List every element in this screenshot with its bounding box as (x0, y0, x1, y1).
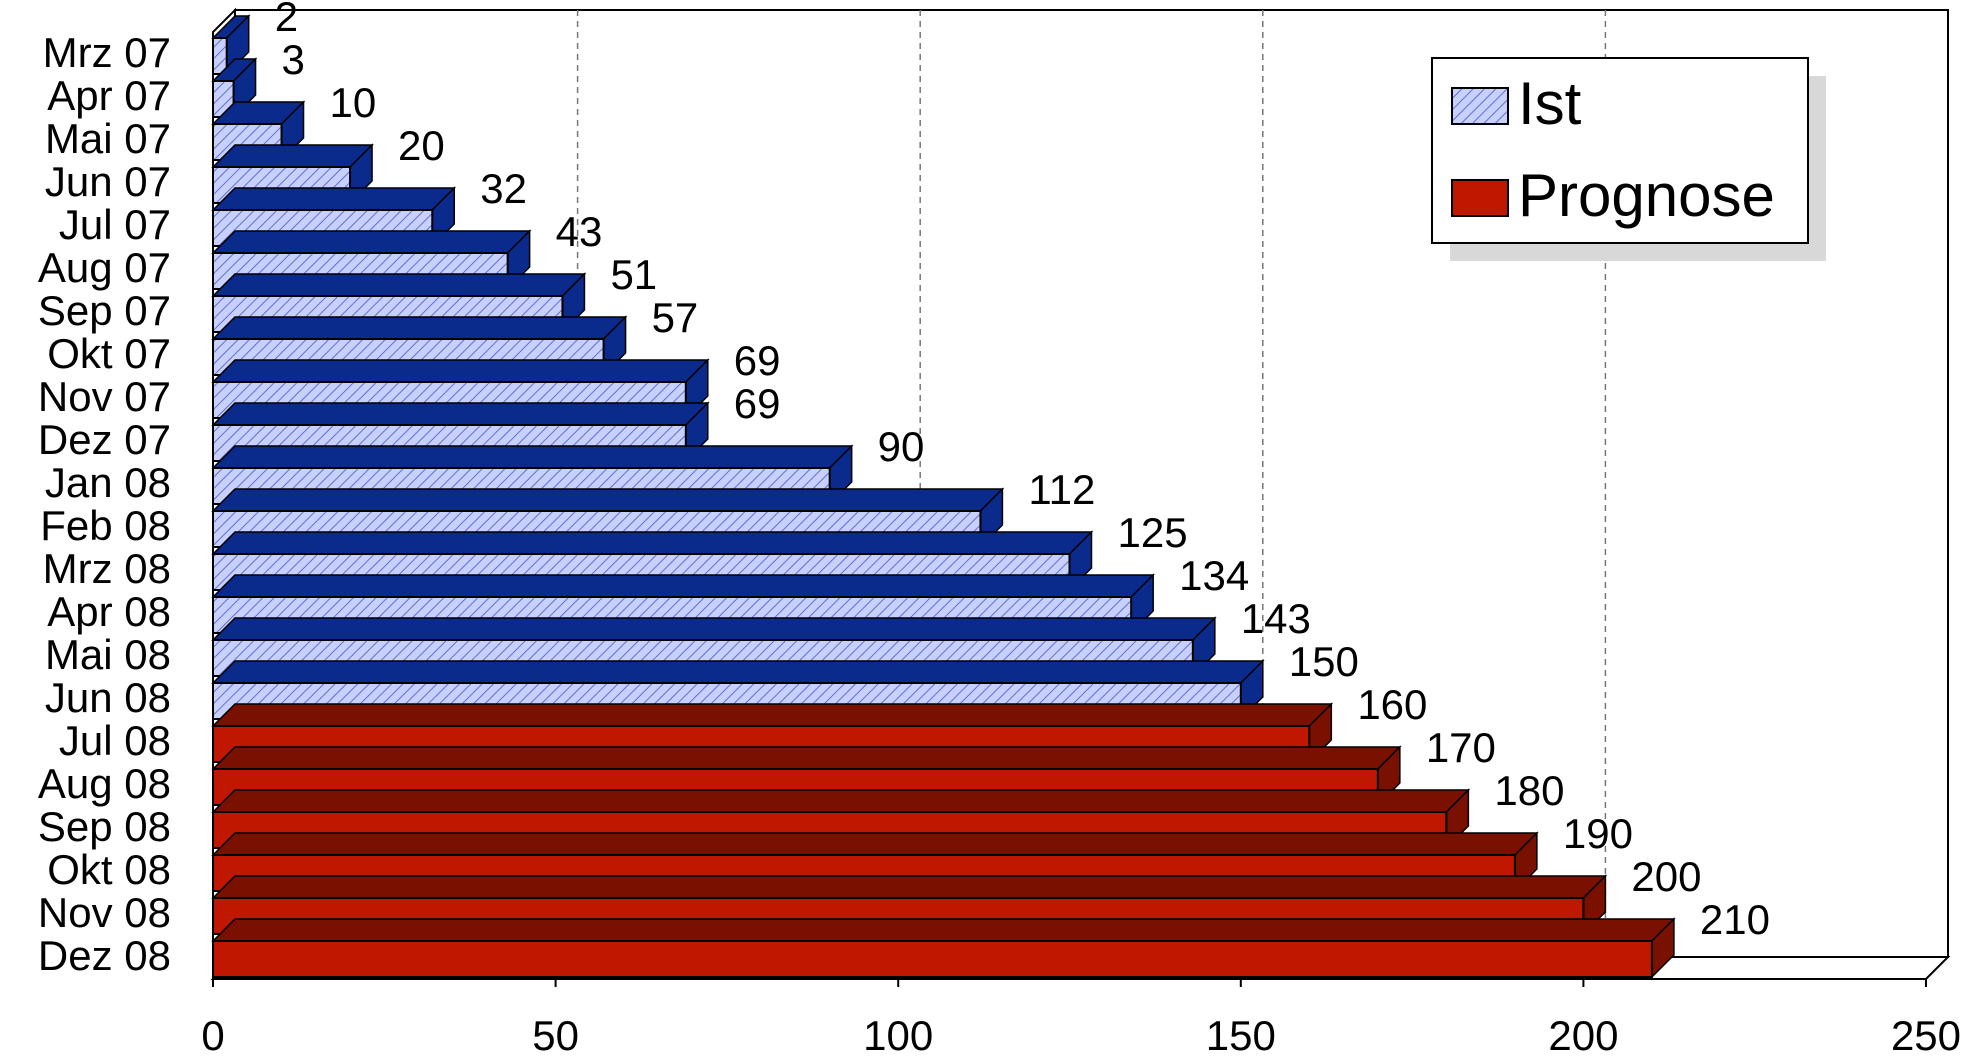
bar-top (211, 531, 1094, 555)
value-label: 210 (1700, 896, 1770, 943)
legend-swatch (1451, 87, 1509, 125)
y-tick-label: Nov 07 (38, 373, 171, 420)
bar-top (211, 746, 1402, 770)
value-label: 51 (610, 251, 657, 298)
bar-top (211, 488, 1005, 512)
y-tick-label: Jul 08 (59, 717, 171, 764)
bar: 3 (211, 36, 305, 119)
bar-top (211, 918, 1676, 942)
bar-top (211, 660, 1265, 684)
y-tick-label: Feb 08 (40, 502, 171, 549)
value-label: 125 (1118, 509, 1188, 556)
bar-top (211, 875, 1608, 899)
y-tick-label: Apr 07 (47, 72, 171, 119)
bar-front (212, 940, 1653, 978)
value-label: 69 (734, 380, 781, 427)
y-tick-label: Mai 07 (45, 115, 171, 162)
value-label: 20 (398, 122, 445, 169)
bar-top (211, 445, 854, 469)
y-tick-label: Sep 07 (38, 287, 171, 334)
y-tick-label: Mai 08 (45, 631, 171, 678)
bar-top (211, 187, 457, 211)
value-label: 150 (1289, 638, 1359, 685)
value-label: 2 (275, 0, 298, 40)
bar-top (211, 359, 710, 383)
x-tick-label: 250 (1891, 1012, 1961, 1057)
y-tick-label: Jan 08 (45, 459, 171, 506)
value-label: 90 (878, 423, 925, 470)
bar-top (211, 703, 1334, 727)
bar-top (211, 316, 628, 340)
x-tick-label: 100 (863, 1012, 933, 1057)
bar-top (211, 144, 374, 168)
y-tick-label: Nov 08 (38, 889, 171, 936)
value-label: 134 (1179, 552, 1249, 599)
bar: 2 (211, 0, 298, 76)
x-tick-label: 0 (201, 1012, 224, 1057)
value-label: 57 (652, 294, 699, 341)
x-tick-label: 150 (1206, 1012, 1276, 1057)
value-label: 143 (1241, 595, 1311, 642)
x-tick-label: 50 (532, 1012, 579, 1057)
y-tick-label: Jun 07 (45, 158, 171, 205)
y-tick-label: Mrz 08 (43, 545, 171, 592)
value-label: 43 (556, 208, 603, 255)
y-tick-label: Aug 07 (38, 244, 171, 291)
x-tick-label: 200 (1548, 1012, 1618, 1057)
bar-top (211, 832, 1539, 856)
bar-top (211, 574, 1155, 598)
legend-label: Ist (1518, 70, 1582, 137)
y-tick-label: Jul 07 (59, 201, 171, 248)
bar-top (211, 402, 710, 426)
y-tick-label: Okt 07 (47, 330, 171, 377)
value-label: 180 (1494, 767, 1564, 814)
bar-top (211, 230, 532, 254)
value-label: 170 (1426, 724, 1496, 771)
bar: 10 (211, 79, 377, 162)
legend-label: Prognose (1518, 162, 1775, 229)
y-tick-label: Apr 08 (47, 588, 171, 635)
y-tick-label: Sep 08 (38, 803, 171, 850)
value-label: 200 (1631, 853, 1701, 900)
y-tick-label: Okt 08 (47, 846, 171, 893)
bar: 32 (211, 165, 527, 248)
value-label: 160 (1357, 681, 1427, 728)
y-tick-label: Dez 07 (38, 416, 171, 463)
bar-top (211, 789, 1471, 813)
value-label: 10 (330, 79, 377, 126)
value-label: 32 (480, 165, 527, 212)
bar: 134 (211, 552, 1249, 635)
value-label: 69 (734, 337, 781, 384)
y-tick-label: Aug 08 (38, 760, 171, 807)
legend-swatch (1451, 179, 1509, 217)
bar: 210 (211, 896, 1770, 979)
value-label: 112 (1028, 466, 1095, 513)
y-tick-label: Jun 08 (45, 674, 171, 721)
y-tick-label: Mrz 07 (43, 29, 171, 76)
bar-top (211, 617, 1217, 641)
y-tick-label: Dez 08 (38, 932, 171, 979)
bar-top (211, 273, 587, 297)
value-label: 3 (282, 36, 305, 83)
value-label: 190 (1563, 810, 1633, 857)
